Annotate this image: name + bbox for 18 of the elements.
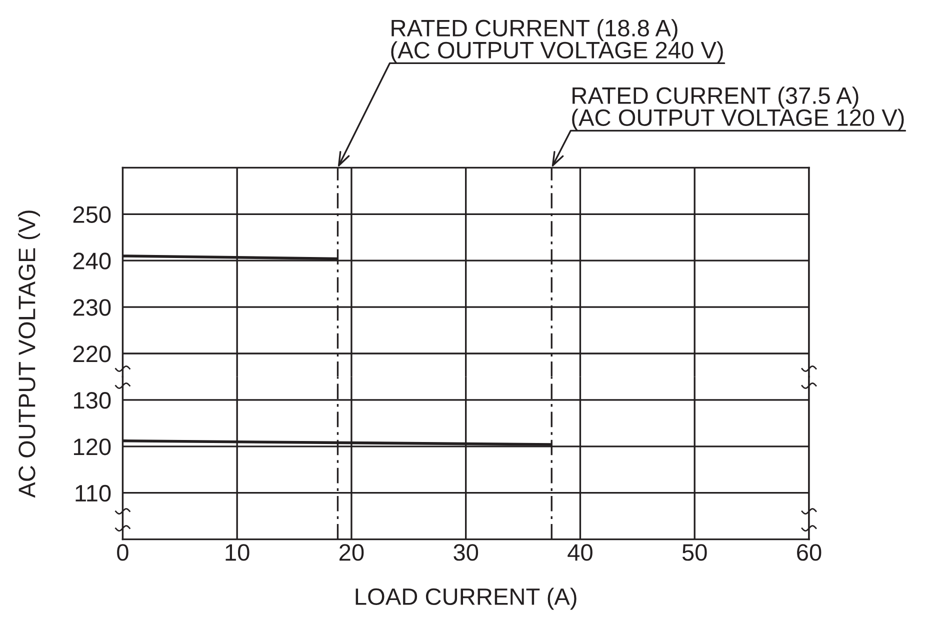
ref-line-label: RATED CURRENT (37.5 A) (AC OUTPUT VOLTAGE 120 V) (572, 86, 904, 131)
x-tick-label: 50 (682, 544, 707, 561)
y-tick-label: 240 (73, 252, 111, 270)
x-tick-label: 20 (340, 544, 364, 561)
y-tick-label: 230 (73, 299, 111, 316)
x-tick-label: 60 (797, 544, 822, 561)
x-tick-label: 10 (226, 544, 250, 561)
y-tick-label: 220 (73, 346, 111, 362)
x-tick-label: 30 (454, 544, 478, 561)
x-tick-label: 0 (117, 544, 128, 561)
y-tick-label: 130 (74, 392, 111, 409)
y-tick-label: 250 (73, 206, 111, 223)
ref-line-label: RATED CURRENT (18.8 A) (AC OUTPUT VOLTAGE 240 V) (391, 19, 723, 64)
x-tick-label: 40 (568, 544, 592, 561)
y-tick-label: 120 (74, 438, 111, 456)
y-axis-title: AC OUTPUT VOLTAGE (V) (18, 210, 40, 498)
y-tick-label: 110 (76, 484, 111, 502)
x-axis-title: LOAD CURRENT (A) (356, 588, 576, 610)
